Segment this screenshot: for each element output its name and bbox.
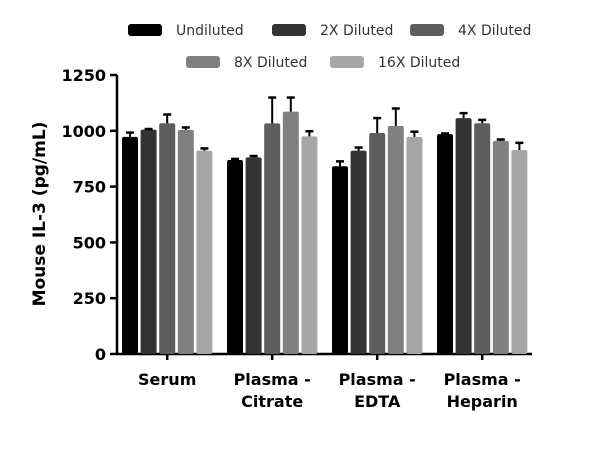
legend-label: 2X Diluted xyxy=(320,23,393,39)
y-tick-label: 750 xyxy=(73,178,106,197)
y-tick-label: 1250 xyxy=(61,66,106,85)
x-tick-label: EDTA xyxy=(354,392,401,411)
legend-label: 8X Diluted xyxy=(234,55,307,71)
bar xyxy=(177,129,194,354)
bar xyxy=(332,166,348,354)
legend-swatch xyxy=(330,56,364,68)
legend-swatch xyxy=(410,24,444,36)
bar xyxy=(140,129,157,354)
x-tick-label: Citrate xyxy=(241,392,303,411)
bar xyxy=(245,157,262,354)
y-tick-label: 1000 xyxy=(61,122,106,141)
bar xyxy=(122,136,138,354)
legend-swatch xyxy=(128,24,162,36)
bar xyxy=(369,133,386,354)
y-axis-label: Mouse IL-3 (pg/mL) xyxy=(30,122,50,307)
x-tick-label: Plasma - xyxy=(444,370,521,389)
bar xyxy=(387,125,404,354)
y-tick-label: 500 xyxy=(73,233,106,252)
bar xyxy=(196,150,213,354)
y-tick-label: 0 xyxy=(95,345,106,364)
x-tick-label: Serum xyxy=(138,370,196,389)
x-tick-label: Plasma - xyxy=(234,370,311,389)
legend-label: 16X Diluted xyxy=(378,55,460,71)
y-tick-label: 250 xyxy=(73,289,106,308)
bar xyxy=(159,123,176,354)
legend-label: Undiluted xyxy=(176,23,244,39)
bar xyxy=(474,123,491,354)
bar xyxy=(455,118,472,354)
x-tick-label: Heparin xyxy=(447,392,518,411)
bar xyxy=(264,123,281,354)
legend-label: 4X Diluted xyxy=(458,23,531,39)
bar xyxy=(437,134,453,354)
bar xyxy=(492,140,509,354)
bar xyxy=(282,111,299,354)
legend-swatch xyxy=(272,24,306,36)
bar xyxy=(301,136,318,354)
bar xyxy=(406,136,423,354)
legend-swatch xyxy=(186,56,220,68)
bar xyxy=(350,150,367,354)
x-tick-label: Plasma - xyxy=(339,370,416,389)
bar xyxy=(511,149,528,354)
bar xyxy=(227,160,243,354)
